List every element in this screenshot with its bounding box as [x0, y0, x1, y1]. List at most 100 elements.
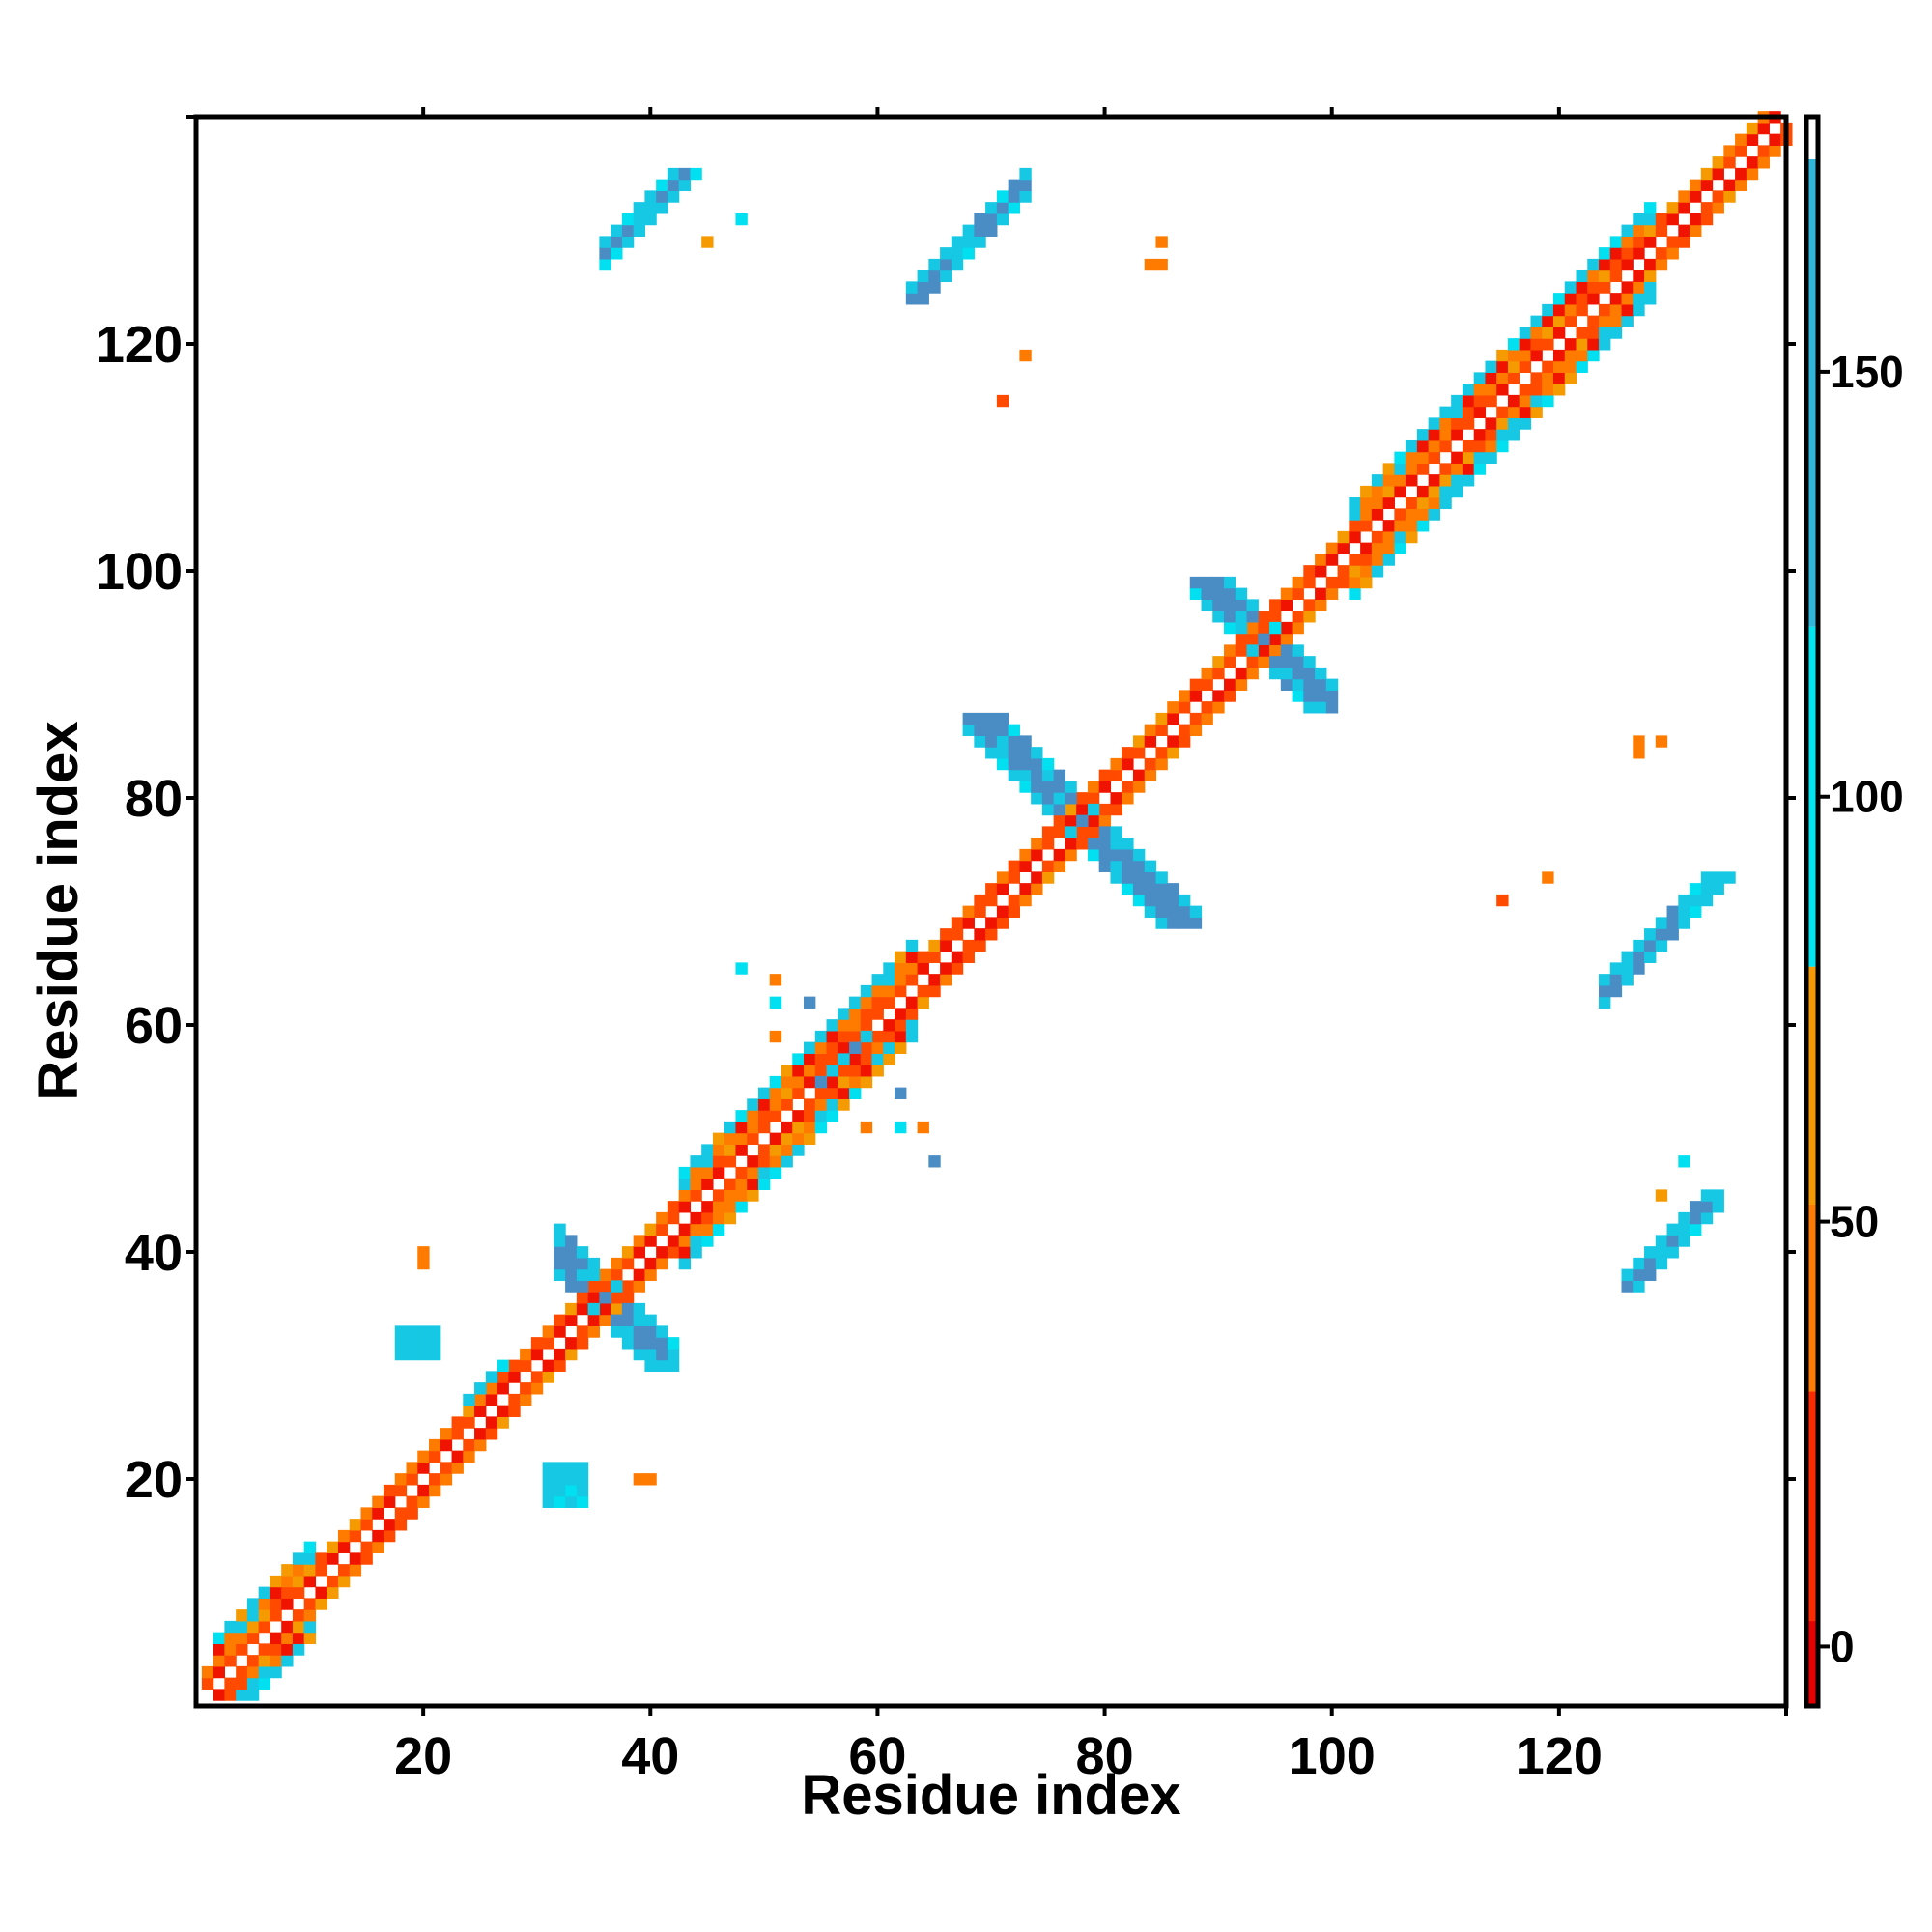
heatmap-cell — [1144, 757, 1157, 771]
heatmap-cell — [1542, 338, 1554, 351]
heatmap-cell — [1576, 327, 1588, 339]
heatmap-cell — [667, 179, 680, 191]
heatmap-cell — [236, 1609, 248, 1622]
heatmap-cell — [1416, 485, 1430, 498]
heatmap-cell — [633, 1314, 646, 1326]
heatmap-cell — [576, 1257, 589, 1270]
heatmap-cell — [611, 1302, 623, 1316]
heatmap-cell — [246, 1632, 260, 1644]
heatmap-cell — [724, 1178, 737, 1190]
heatmap-cell — [530, 1382, 544, 1395]
heatmap-cell — [747, 1121, 759, 1134]
heatmap-cell — [985, 928, 998, 941]
heatmap-cell — [1155, 724, 1168, 736]
heatmap-cell — [905, 962, 919, 975]
heatmap-cell — [485, 1382, 498, 1395]
heatmap-cell — [1542, 303, 1554, 317]
heatmap-cell — [1621, 962, 1634, 975]
heatmap-cell — [337, 1541, 351, 1553]
heatmap-cell — [1462, 451, 1475, 464]
heatmap-cell — [1666, 213, 1679, 226]
heatmap-cell — [633, 1473, 646, 1486]
heatmap-cell — [814, 1110, 828, 1122]
heatmap-cell — [883, 1019, 895, 1032]
heatmap-cell — [1394, 542, 1406, 554]
heatmap-cell — [281, 1598, 294, 1610]
heatmap-cell — [769, 1132, 782, 1145]
heatmap-cell — [1349, 565, 1361, 578]
heatmap-cell — [633, 1268, 646, 1281]
heatmap-cell — [1019, 848, 1032, 862]
heatmap-cell — [213, 1655, 225, 1667]
heatmap-cell — [883, 996, 895, 1009]
heatmap-cell — [1416, 451, 1430, 464]
heatmap-cell — [940, 962, 952, 975]
heatmap-cell — [542, 1484, 554, 1497]
heatmap-cell — [678, 1223, 692, 1236]
heatmap-cell — [1519, 384, 1532, 396]
heatmap-cell — [1633, 270, 1645, 282]
heatmap-cell — [678, 1246, 692, 1259]
heatmap-cell — [985, 747, 998, 759]
heatmap-cell — [1633, 735, 1645, 748]
heatmap-cell — [962, 939, 975, 952]
heatmap-cell — [1542, 871, 1554, 884]
heatmap-cell — [281, 1564, 294, 1577]
heatmap-cell — [554, 1235, 566, 1247]
y-axis-ticks: 20 40 60 80 100 120 — [96, 115, 1796, 1509]
heatmap-cell — [1087, 781, 1100, 793]
heatmap-cell — [1076, 814, 1089, 827]
heatmap-cell — [1690, 905, 1702, 918]
heatmap-cell — [917, 996, 929, 1009]
heatmap-cell — [1473, 372, 1487, 384]
heatmap-cell — [451, 1450, 464, 1463]
heatmap-cell — [1633, 1280, 1645, 1293]
heatmap-cell — [383, 1519, 396, 1531]
heatmap-cell — [1621, 224, 1634, 237]
heatmap-cell — [1746, 133, 1759, 146]
heatmap-cell — [576, 1325, 589, 1338]
heatmap-cell — [1315, 587, 1327, 600]
heatmap-cell — [576, 1292, 589, 1304]
heatmap-cell — [1292, 611, 1304, 623]
heatmap-cell — [599, 1314, 611, 1326]
y-tick-label: 120 — [96, 316, 183, 374]
heatmap-cell — [1700, 179, 1714, 191]
heatmap-cell — [1406, 474, 1418, 487]
heatmap-cell — [895, 962, 907, 975]
heatmap-cell — [1621, 974, 1634, 986]
heatmap-cell — [781, 1155, 793, 1168]
heatmap-cell — [871, 1065, 884, 1077]
heatmap-cell — [246, 1655, 260, 1667]
heatmap-cell — [270, 1598, 282, 1610]
colorbar-band — [1806, 1204, 1818, 1392]
heatmap-cell — [962, 712, 975, 725]
heatmap-cell — [1280, 667, 1293, 680]
heatmap-cell — [1473, 406, 1487, 418]
heatmap-cell — [1735, 145, 1747, 157]
heatmap-cell — [644, 1268, 657, 1281]
heatmap-cell — [1757, 156, 1770, 169]
heatmap-cell — [1360, 485, 1373, 498]
heatmap-cell — [1201, 599, 1213, 611]
heatmap-cell — [1633, 293, 1645, 305]
heatmap-cell — [349, 1519, 362, 1531]
heatmap-cell — [1382, 554, 1395, 566]
heatmap-cell — [1008, 202, 1020, 214]
heatmap-cell — [1360, 542, 1373, 554]
heatmap-cell — [337, 1564, 351, 1577]
heatmap-cell — [1382, 520, 1395, 532]
heatmap-cell — [1451, 394, 1463, 408]
heatmap-cell — [1690, 1223, 1702, 1236]
heatmap-cell — [1201, 667, 1213, 680]
heatmap-cell — [1269, 644, 1282, 657]
heatmap-cell — [678, 1201, 692, 1213]
heatmap-cell — [1246, 599, 1259, 611]
heatmap-cell — [757, 1178, 771, 1190]
heatmap-cell — [1019, 769, 1032, 781]
heatmap-cell — [1496, 349, 1509, 362]
heatmap-cell — [315, 1564, 327, 1577]
heatmap-cell — [1315, 554, 1327, 566]
heatmap-cell — [1451, 485, 1463, 498]
heatmap-cell — [258, 1677, 271, 1690]
